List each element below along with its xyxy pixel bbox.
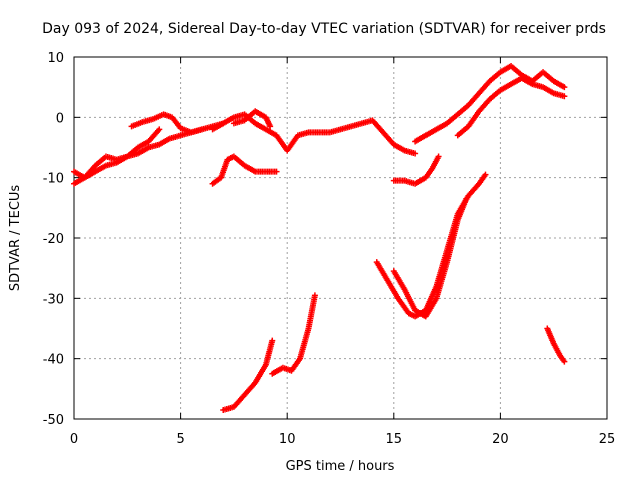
series-arc-8	[269, 292, 318, 377]
chart-title: Day 093 of 2024, Sidereal Day-to-day VTE…	[42, 21, 606, 37]
data-point	[435, 153, 442, 160]
data-point	[463, 195, 470, 202]
data-point	[561, 358, 568, 365]
y-axis: -50 -40 -30 -20 -10 0 10	[43, 51, 607, 428]
y-tick-label: -10	[43, 172, 64, 187]
y-tick-label: 0	[56, 111, 64, 126]
y-axis-label: SDTVAR / TECUs	[8, 185, 23, 292]
data-point	[156, 126, 163, 133]
series-arc-7	[220, 337, 276, 413]
series-arc-9	[373, 171, 489, 320]
data-point	[561, 93, 568, 100]
y-tick-label: 10	[47, 51, 64, 66]
x-tick-label: 15	[386, 432, 403, 447]
x-tick-label: 25	[599, 432, 616, 447]
data-point	[273, 168, 280, 175]
x-tick-label: 20	[492, 432, 509, 447]
series-arc-2	[71, 126, 163, 181]
x-tick-label: 5	[176, 432, 184, 447]
series-arc-13	[454, 75, 568, 139]
y-tick-label: -40	[43, 353, 64, 368]
data-point	[412, 150, 419, 157]
y-tick-label: -20	[43, 232, 64, 247]
series-arc-12	[412, 63, 568, 145]
grid-lines	[74, 57, 607, 419]
series-arc-6	[209, 153, 280, 187]
y-tick-label: -30	[43, 292, 64, 307]
data-point	[311, 292, 318, 299]
series-arc-5	[230, 108, 274, 130]
data-point	[267, 123, 274, 130]
data-point	[561, 84, 568, 91]
series-arc-14	[544, 325, 568, 365]
data-point	[198, 126, 205, 133]
x-tick-label: 10	[279, 432, 296, 447]
data-point	[482, 171, 489, 178]
series-arc-3	[128, 111, 205, 136]
x-tick-label: 0	[70, 432, 78, 447]
data-point	[269, 337, 276, 344]
x-axis-label: GPS time / hours	[286, 459, 395, 474]
y-tick-label: -50	[43, 413, 64, 428]
series-arc-4	[209, 111, 419, 157]
series-arc-10	[390, 195, 470, 320]
series-arc-11	[390, 153, 442, 187]
data-points	[71, 63, 568, 413]
x-axis: 0 5 10 15 20 25	[70, 57, 615, 447]
